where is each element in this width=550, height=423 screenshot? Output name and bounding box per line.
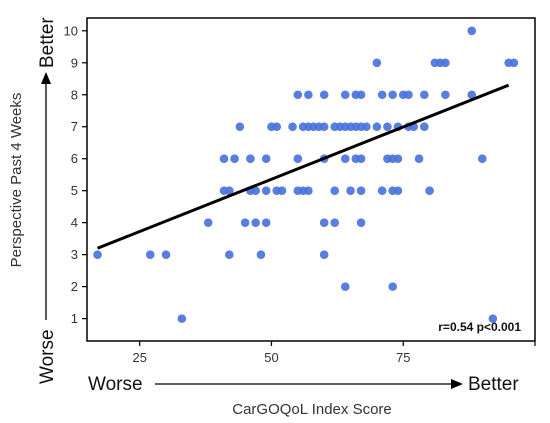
data-point (388, 282, 397, 291)
data-point (477, 154, 487, 164)
data-point (340, 154, 350, 164)
data-point (393, 154, 403, 164)
data-point (277, 186, 287, 195)
y-tick-label: 2 (71, 279, 78, 294)
data-point (145, 250, 155, 259)
data-point (256, 250, 266, 259)
data-point (161, 250, 171, 259)
data-point (377, 186, 387, 195)
data-point (346, 186, 355, 195)
data-point (93, 250, 102, 259)
data-point (261, 154, 271, 164)
y-tick-label: 3 (71, 247, 78, 262)
data-point (319, 250, 329, 259)
y-tick-label: 6 (71, 151, 78, 166)
data-point (356, 186, 366, 195)
data-point (261, 186, 271, 195)
data-point (372, 58, 382, 68)
data-point (388, 90, 397, 100)
data-point (330, 186, 340, 195)
data-point (340, 90, 350, 100)
data-point (404, 90, 413, 100)
y-tick-label: 4 (71, 215, 78, 230)
data-point (340, 282, 350, 291)
data-point (251, 186, 260, 195)
plot-frame (86, 17, 536, 342)
x-tick-label: 75 (396, 350, 410, 365)
data-point (467, 90, 477, 100)
data-point (177, 314, 187, 323)
data-point (219, 154, 229, 164)
data-point (441, 58, 450, 68)
data-point (272, 122, 282, 132)
data-point (377, 90, 387, 100)
data-point (319, 218, 329, 227)
data-point (488, 314, 498, 323)
y-tick-label: 5 (71, 183, 78, 198)
y-direction-arrowhead-icon (41, 72, 51, 84)
data-point (362, 122, 371, 132)
data-point (304, 90, 313, 100)
data-point (225, 250, 234, 259)
x-tick-label: 50 (264, 350, 278, 365)
x-tick-label: 25 (132, 350, 146, 365)
x-axis-title: CarGOQoL Index Score (232, 401, 392, 418)
data-point (467, 26, 477, 36)
data-point (251, 218, 260, 227)
data-point (383, 122, 392, 132)
data-point (293, 90, 303, 100)
data-point (372, 122, 382, 132)
trendline (96, 83, 510, 250)
y-tick-label: 7 (71, 119, 78, 134)
data-point (425, 186, 434, 195)
data-point (235, 122, 245, 132)
data-point (356, 154, 366, 164)
y-tick-label: 8 (71, 87, 78, 102)
data-point (509, 58, 519, 68)
data-points (93, 26, 519, 323)
data-point (230, 154, 239, 164)
x-direction-high-label: Better (468, 374, 519, 395)
data-point (261, 218, 271, 227)
y-axis-title: Perspective Past 4 Weeks (8, 93, 25, 268)
y-direction-high-label: Better (37, 17, 58, 68)
data-point (319, 90, 329, 100)
data-point (240, 218, 250, 227)
correlation-annotation: r=0.54 p<0.001 (438, 320, 521, 334)
x-direction-low-label: Worse (88, 374, 143, 395)
x-axis: 25 50 75 (132, 341, 536, 365)
data-point (330, 218, 340, 227)
y-tick-label: 1 (71, 311, 78, 326)
data-point (414, 154, 424, 164)
data-point (420, 90, 429, 100)
y-axis: 1 2 3 4 5 6 7 8 9 10 (64, 23, 87, 326)
y-direction-low-label: Worse (37, 329, 58, 384)
data-point (203, 218, 213, 227)
x-direction-arrowhead-icon (451, 379, 463, 389)
data-point (288, 122, 297, 132)
data-point (420, 122, 429, 132)
data-point (393, 186, 403, 195)
data-point (225, 186, 234, 195)
data-point (441, 90, 450, 100)
data-point (356, 218, 366, 227)
data-point (246, 154, 255, 164)
y-tick-label: 10 (64, 23, 78, 38)
data-point (293, 154, 303, 164)
data-point (356, 90, 366, 100)
y-tick-label: 9 (71, 55, 78, 70)
data-point (304, 186, 313, 195)
data-point (319, 122, 329, 132)
